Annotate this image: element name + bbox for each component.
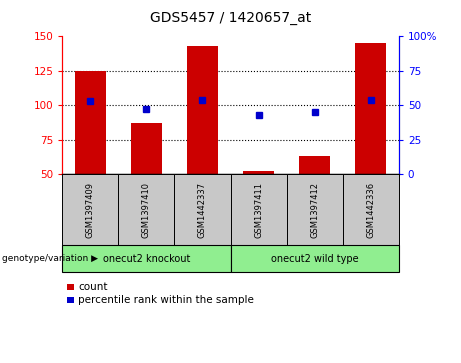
Text: onecut2 knockout: onecut2 knockout [103,254,190,264]
Text: count: count [78,282,107,292]
Text: GSM1397410: GSM1397410 [142,182,151,238]
Bar [243,171,274,174]
Text: GSM1397411: GSM1397411 [254,182,263,238]
Text: genotype/variation ▶: genotype/variation ▶ [2,254,98,263]
Bar [299,156,330,174]
Text: GSM1397409: GSM1397409 [86,182,95,238]
Text: percentile rank within the sample: percentile rank within the sample [78,295,254,305]
Bar [187,46,218,174]
Text: GSM1442336: GSM1442336 [366,182,375,238]
Text: onecut2 wild type: onecut2 wild type [271,254,359,264]
Bar [131,123,162,174]
Bar [355,43,386,174]
Text: GDS5457 / 1420657_at: GDS5457 / 1420657_at [150,11,311,25]
Text: GSM1397412: GSM1397412 [310,182,319,238]
Text: GSM1442337: GSM1442337 [198,182,207,238]
Bar [75,71,106,174]
